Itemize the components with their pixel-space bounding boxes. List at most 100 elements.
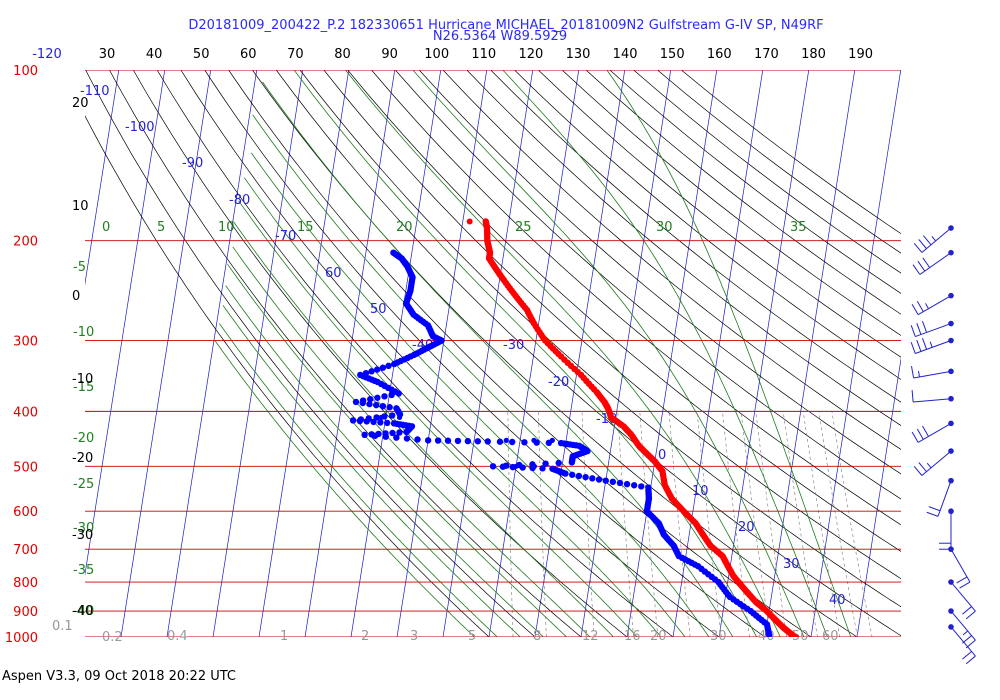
moist-adiabat-label: 15	[297, 220, 314, 235]
dewpoint-point	[403, 428, 410, 436]
dewpoint-point	[381, 393, 388, 400]
wind-barb-flag	[965, 610, 976, 620]
top-axis-label: 70	[287, 47, 304, 62]
wind-barb-flag	[965, 655, 976, 665]
wind-barb-shaft	[921, 450, 952, 476]
moist-adiabat-line	[232, 246, 591, 637]
wind-barb-flag	[929, 341, 933, 348]
wind-barb-flag	[911, 390, 914, 403]
dewpoint-point	[368, 368, 375, 375]
mixing-ratio-label: 0.4	[167, 629, 188, 644]
dry-adiabat-line	[514, 70, 901, 380]
moist-adiabat-line	[262, 81, 734, 637]
wind-barb-shaft	[913, 370, 952, 379]
moist-adiabat-label: 30	[656, 220, 673, 235]
isotherm-line	[580, 70, 672, 637]
wind-barb-flag	[925, 303, 929, 309]
top-axis-label: 30	[99, 47, 116, 62]
pressure-tick-label: 200	[13, 235, 38, 250]
mixing-ratio-label: 3	[410, 629, 418, 644]
isotherm-line	[85, 70, 120, 286]
dry-adiabat-line	[85, 70, 536, 637]
isotherm-line	[212, 70, 304, 637]
wind-barb-shaft	[917, 422, 952, 443]
temperature-point	[796, 636, 801, 637]
mixing-ratio-line	[722, 411, 750, 637]
isotherm-line	[120, 70, 212, 637]
wind-barb-flag	[921, 337, 928, 350]
isotherm-line	[764, 70, 856, 637]
wind-barb-flag	[962, 606, 972, 615]
dry-adiabat-line	[132, 70, 628, 637]
isotherm-label: 0	[658, 448, 666, 463]
wind-barb-shaft	[915, 323, 952, 338]
isotherm-line	[488, 70, 580, 637]
theta-label: -20	[73, 431, 94, 446]
temperature-point	[466, 218, 473, 225]
dewpoint-point	[403, 435, 411, 442]
dry-adiabat-label: -20	[72, 451, 93, 466]
wind-barbs	[910, 225, 976, 665]
dewpoint-point	[349, 417, 357, 424]
top-axis-label: 60	[240, 47, 257, 62]
isotherm-line	[350, 70, 442, 637]
dewpoint-point	[519, 464, 526, 471]
theta-label: -15	[73, 380, 94, 395]
isotherm-line	[810, 70, 901, 637]
dewpoint-point	[638, 483, 645, 490]
isotherm-line	[901, 44, 997, 649]
dewpoint-point	[385, 362, 392, 370]
mixing-ratio-label: 0.1	[52, 619, 73, 634]
dewpoint-point	[503, 437, 509, 443]
top-axis-label: 40	[146, 47, 163, 62]
dewpoint-point	[489, 463, 497, 470]
wind-barb-flag	[922, 425, 929, 437]
wind-barb-flag	[959, 581, 971, 589]
pressure-tick-label: 900	[13, 605, 38, 620]
top-axis-label: 190	[848, 47, 873, 62]
isotherm-label: 10	[692, 484, 709, 499]
mixing-ratio-label: 12	[582, 629, 599, 644]
wind-barb-flag	[931, 235, 937, 242]
mixing-ratio-label: 60	[822, 629, 839, 644]
mixing-ratio-line	[831, 411, 873, 637]
dewpoint-point	[352, 398, 360, 406]
dewpoint-point	[509, 438, 516, 446]
wind-barb-flag	[922, 235, 932, 246]
dewpoint-point	[575, 472, 583, 480]
dewpoint-point	[595, 476, 603, 483]
dewpoint-point	[464, 437, 472, 445]
wind-barb-flag	[926, 511, 939, 517]
footer-version: Aspen V3.3, 09 Oct 2018 20:22 UTC	[2, 669, 236, 684]
dewpoint-point	[379, 364, 387, 371]
moist-adiabat-line	[606, 70, 852, 637]
mixing-ratio-line	[755, 411, 788, 637]
dewpoint-point	[589, 475, 596, 482]
wind-barb-flag	[962, 651, 972, 660]
dry-adiabat-line	[418, 70, 901, 475]
mixing-ratio-line	[507, 411, 514, 637]
theta-label: -10	[73, 325, 94, 340]
dewpoint-point	[383, 419, 391, 427]
mixing-ratio-label: 16	[624, 629, 641, 644]
mixing-ratio-label: 20	[650, 629, 667, 644]
mixing-ratio-line	[782, 411, 818, 637]
dewpoint-point	[356, 417, 364, 425]
wind-barb-flag	[916, 428, 924, 440]
isotherm-line	[166, 70, 258, 637]
isotherm-line	[0, 44, 77, 649]
dewpoint-point	[391, 360, 398, 368]
chart-title-line1: D20181009_200422_P.2 182330651 Hurricane…	[188, 18, 823, 33]
dewpoint-point	[542, 460, 549, 467]
grid-lines	[0, 44, 997, 649]
isotherm-line	[672, 70, 764, 637]
isotherm-label: -100	[125, 120, 155, 135]
dewpoint-point	[499, 463, 507, 470]
theta-label: -40	[73, 604, 94, 619]
mixing-ratio-line	[617, 411, 634, 637]
dry-adiabat-line	[442, 70, 901, 450]
top-axis-label: 110	[471, 47, 496, 62]
wind-barb-flag	[916, 340, 922, 352]
dry-adiabat-label: 0	[72, 289, 80, 304]
